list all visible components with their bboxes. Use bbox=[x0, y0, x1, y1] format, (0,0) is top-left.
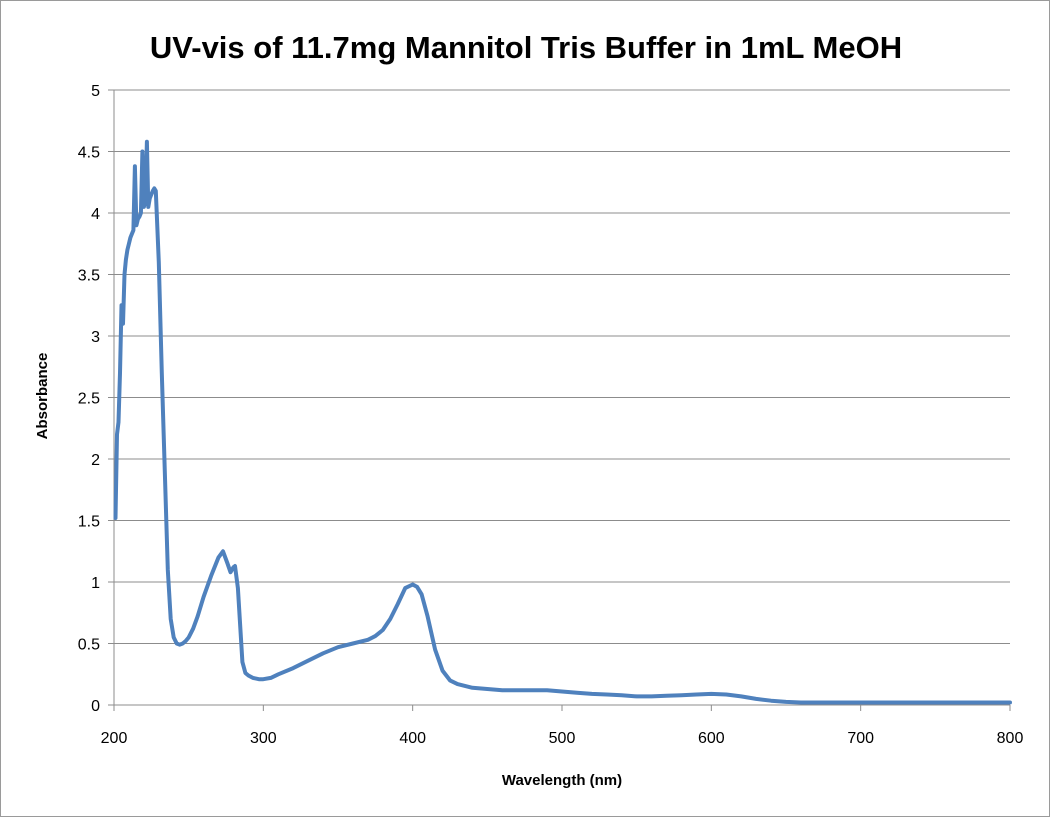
x-axis-label: Wavelength (nm) bbox=[502, 772, 622, 789]
x-tick-label: 800 bbox=[997, 730, 1024, 747]
y-tick-label: 2 bbox=[91, 452, 100, 469]
y-tick-label: 0.5 bbox=[78, 637, 100, 654]
y-tick-label: 3.5 bbox=[78, 268, 100, 285]
y-tick-label: 1 bbox=[91, 575, 100, 592]
y-tick-label: 5 bbox=[91, 83, 100, 100]
y-tick-label: 4 bbox=[91, 206, 100, 223]
y-tick-label: 0 bbox=[91, 698, 100, 715]
y-tick-label: 3 bbox=[91, 329, 100, 346]
absorbance-series-line bbox=[113, 139, 1012, 705]
x-tick-label: 700 bbox=[847, 730, 874, 747]
y-axis-ticks: 0 0.5 1 1.5 2 2.5 3 3.5 4 4.5 5 bbox=[78, 83, 114, 715]
y-axis-label: Absorbance bbox=[34, 353, 51, 440]
axes bbox=[113, 90, 1010, 706]
chart-title: UV-vis of 11.7mg Mannitol Tris Buffer in… bbox=[150, 30, 902, 65]
y-tick-label: 1.5 bbox=[78, 514, 100, 531]
x-tick-label: 400 bbox=[399, 730, 426, 747]
x-tick-label: 600 bbox=[698, 730, 725, 747]
x-tick-label: 300 bbox=[250, 730, 277, 747]
x-tick-label: 500 bbox=[549, 730, 576, 747]
x-tick-label: 200 bbox=[101, 730, 128, 747]
x-axis-ticks: 200 300 400 500 600 700 800 bbox=[101, 705, 1024, 747]
y-tick-label: 4.5 bbox=[78, 145, 100, 162]
gridlines bbox=[114, 89, 1010, 644]
y-tick-label: 2.5 bbox=[78, 391, 100, 408]
